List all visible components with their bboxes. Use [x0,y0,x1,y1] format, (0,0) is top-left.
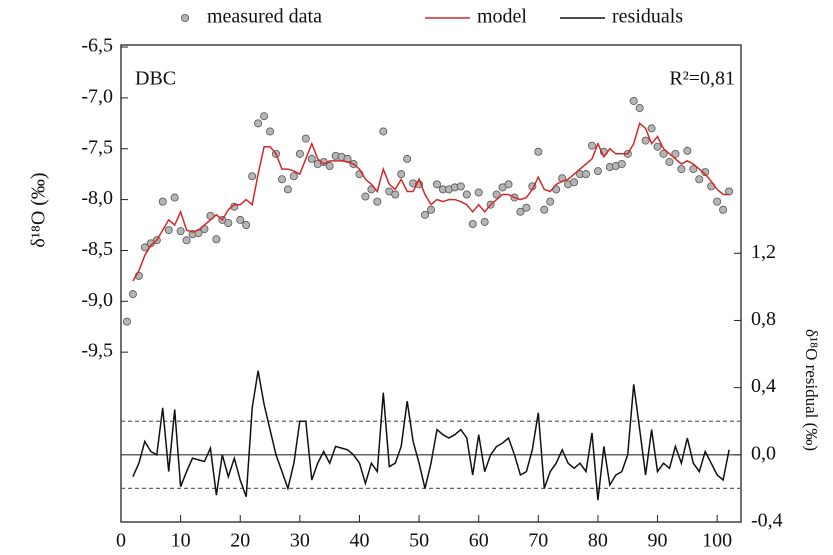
x-tick-label: 80 [588,530,608,552]
data-point [695,175,704,184]
data-point [260,112,269,121]
data-point [641,136,650,145]
data-point [236,215,245,224]
data-point [421,210,430,219]
data-point [277,175,286,184]
data-point [307,154,316,163]
data-point [647,124,656,133]
x-tick-label: 90 [648,530,668,552]
y2-tick-label: 1,2 [751,241,776,263]
model-line [132,121,730,282]
data-point [164,226,173,235]
data-point [474,188,483,197]
legend-marker [180,13,189,22]
data-point [122,317,131,326]
y-tick-label: -7,0 [81,85,113,107]
data-point [629,96,638,105]
data-point [295,149,304,158]
data-point [635,104,644,113]
data-point [361,192,370,201]
x-tick-label: 10 [171,530,191,552]
data-point [426,205,435,214]
data-point [689,165,698,174]
data-point [283,185,292,194]
data-point [540,205,549,214]
x-tick-label: 40 [349,530,369,552]
data-point [683,146,692,155]
x-tick-label: 100 [702,530,732,552]
data-point [248,172,257,181]
data-point [176,227,185,236]
data-point [593,167,602,176]
data-point [492,190,501,199]
data-point [701,168,710,177]
data-point [570,178,579,187]
data-point [665,157,674,166]
data-point [516,207,525,216]
y-tick-label: -7,5 [81,136,113,158]
data-point [158,197,167,206]
data-point [301,134,310,143]
data-point [587,141,596,150]
data-point [397,170,406,179]
data-point [462,190,471,199]
y-tick-label: -8,5 [81,238,113,260]
data-point [659,149,668,158]
data-point [480,217,489,226]
x-tick-label: 0 [116,530,126,552]
data-point [140,243,149,252]
y2-axis-label: δ¹⁸O residual (‰) [802,329,821,451]
data-point [242,221,251,230]
x-tick-label: 70 [528,530,548,552]
data-point [546,197,555,206]
data-point [617,159,626,168]
y-tick-label: -8,0 [81,187,113,209]
r-squared: R²=0,81 [669,68,735,90]
y2-tick-label: 0,0 [751,442,776,464]
y2-tick-label: 0,4 [751,375,776,397]
y-axis-label: δ¹⁸O (‰) [28,172,50,247]
data-point [373,197,382,206]
data-point [671,149,680,158]
data-point [254,119,263,128]
data-point [266,127,275,136]
data-point [582,170,591,179]
y-tick-label: -6,5 [81,35,113,57]
data-point [653,142,662,151]
legend-label: measured data [207,6,322,28]
panel-label: DBC [135,68,176,90]
plot-frame [120,44,742,523]
data-point [719,205,728,214]
data-point [403,154,412,163]
data-point [713,197,722,206]
data-point [128,290,137,299]
legend-label: residuals [612,6,683,28]
x-tick-label: 50 [409,530,429,552]
y-tick-label: -9,5 [81,340,113,362]
data-point [522,203,531,212]
x-tick-label: 60 [469,530,489,552]
data-point [432,180,441,189]
y-tick-label: -9,0 [81,289,113,311]
data-point [325,162,334,171]
data-point [224,218,233,227]
x-tick-label: 20 [230,530,250,552]
data-point [468,220,477,229]
legend-label: model [477,6,527,28]
data-point [534,147,543,156]
data-point [504,180,513,189]
y2-tick-label: -0,4 [751,510,783,532]
residual-line [132,370,730,501]
data-point [677,165,686,174]
data-point [170,193,179,202]
data-point [212,235,221,244]
data-point [391,190,400,199]
data-point [456,182,465,191]
data-point [289,172,298,181]
x-tick-label: 30 [290,530,310,552]
y2-tick-label: 0,8 [751,308,776,330]
data-point [182,236,191,245]
data-point [379,127,388,136]
